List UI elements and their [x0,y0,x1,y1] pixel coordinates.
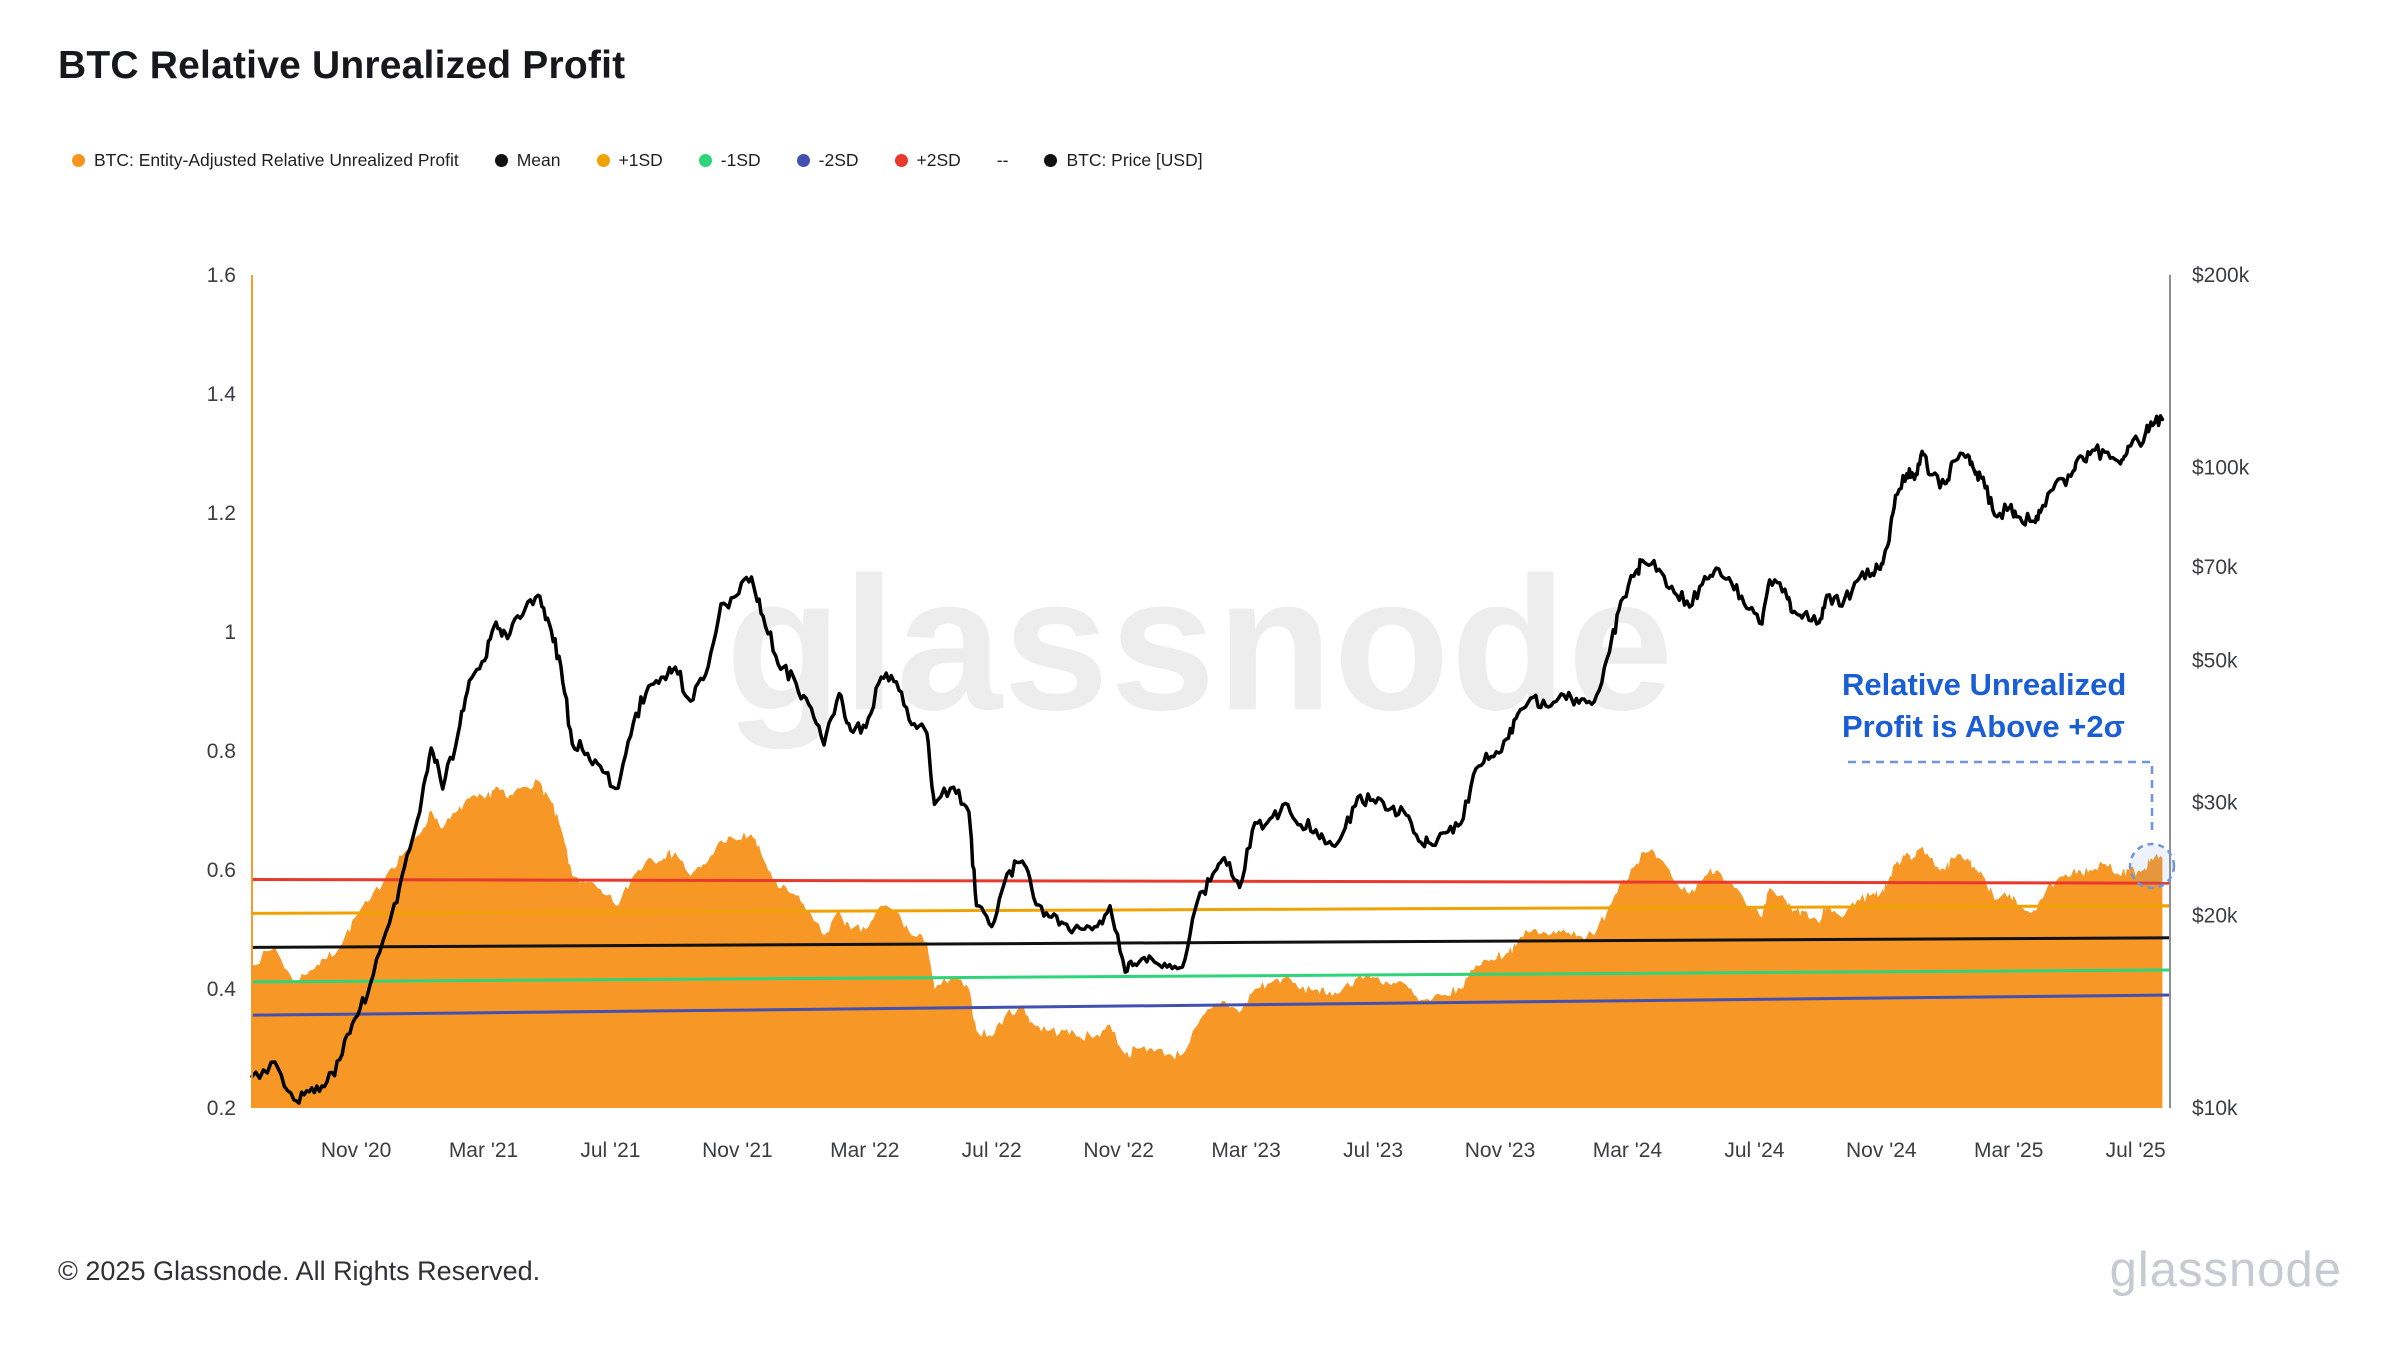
legend-item-rup[interactable]: BTC: Entity-Adjusted Relative Unrealized… [72,150,459,171]
right-axis-tick: $200k [2192,264,2250,287]
footer-copyright: © 2025 Glassnode. All Rights Reserved. [58,1256,541,1286]
x-axis-tick: Nov '22 [1083,1139,1154,1162]
left-axis-tick: 0.4 [207,978,237,1001]
x-axis-tick: Jul '22 [962,1139,1022,1162]
x-axis-tick: Jul '23 [1343,1139,1403,1162]
minus1sd-series-dot [698,154,712,167]
plus1sd-series-dot [596,154,610,167]
legend-label: +2SD [916,150,961,170]
level-line--1SD [251,968,2171,984]
legend-item-minus2sd[interactable]: -2SD [796,150,859,171]
chart-legend: BTC: Entity-Adjusted Relative Unrealized… [72,150,1203,171]
legend-item-minus1sd[interactable]: -1SD [698,150,761,171]
x-axis-tick: Mar '24 [1593,1139,1663,1162]
annotation-above-2sd: Relative Unrealized Profit is Above +2σ [1842,664,2126,748]
legend-item-plus1sd[interactable]: +1SD [596,150,663,171]
glassnode-logo: glassnode [2109,1243,2342,1297]
annotation-line2: Profit is Above +2σ [1842,709,2125,744]
rup-area [252,779,2163,1108]
left-axis-tick: 1.6 [207,264,236,287]
price-series-dot [1044,154,1058,167]
mean-series-dot [494,154,508,167]
left-axis-tick: 0.2 [207,1097,236,1120]
level-line-+1SD [251,904,2171,915]
left-axis-tick: 0.8 [207,740,236,763]
legend-label: +1SD [618,150,663,170]
x-axis-tick: Mar '23 [1211,1139,1280,1162]
legend-label: -- [996,150,1009,170]
rup-series-dot [72,154,85,167]
legend-label: Mean [516,150,561,170]
annotation-line1: Relative Unrealized [1842,667,2127,702]
x-axis-tick: Nov '20 [321,1139,392,1162]
x-axis-tick: Jul '24 [1724,1139,1784,1162]
left-axis-tick: 1 [224,621,236,644]
left-axis-tick: 1.2 [207,502,236,525]
right-axis-tick: $50k [2192,650,2238,673]
right-axis-tick: $70k [2192,556,2238,579]
annotation-callout-dashes [1848,760,2154,836]
x-axis-tick: Jul '21 [580,1139,640,1162]
legend-item-price[interactable]: BTC: Price [USD] [1044,150,1203,171]
legend-item-plus2sd[interactable]: +2SD [894,150,961,171]
x-axis-tick: Nov '23 [1465,1139,1536,1162]
legend-label: BTC: Entity-Adjusted Relative Unrealized… [94,150,459,170]
x-axis-tick: Mar '25 [1974,1139,2043,1162]
annotation-highlight-circle [2128,842,2176,890]
x-axis-tick: Nov '24 [1846,1139,1917,1162]
left-axis-tick: 0.6 [207,859,236,882]
legend-item-separator: -- [997,150,1009,171]
plus2sd-series-dot [894,154,908,167]
right-axis-tick: $100k [2192,457,2250,480]
legend-label: -1SD [720,150,761,170]
legend-label: BTC: Price [USD] [1066,150,1203,170]
x-axis-tick: Mar '22 [830,1139,899,1162]
legend-label: -2SD [818,150,859,170]
minus2sd-series-dot [796,154,810,167]
x-axis-tick: Mar '21 [449,1139,518,1162]
legend-item-mean[interactable]: Mean [494,150,561,171]
left-axis-tick: 1.4 [207,383,237,406]
right-axis-tick: $30k [2192,792,2238,815]
x-axis-tick: Nov '21 [702,1139,773,1162]
btc-price-line [250,414,2165,1105]
right-axis-tick: $20k [2192,904,2238,927]
page-title: BTC Relative Unrealized Profit [58,44,626,87]
glassnode-watermark: glassnode [725,538,1675,750]
level-line--2SD [251,993,2171,1017]
x-axis-tick: Jul '25 [2106,1139,2166,1162]
level-line-Mean [251,936,2171,949]
right-axis-tick: $10k [2192,1097,2238,1120]
